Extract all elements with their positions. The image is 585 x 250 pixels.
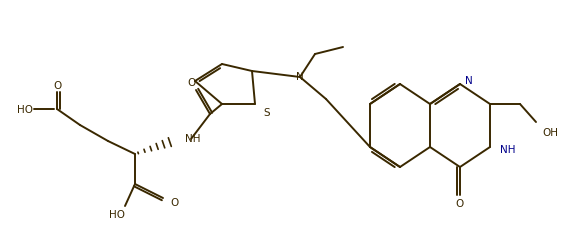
- Text: O: O: [188, 78, 196, 88]
- Text: O: O: [53, 81, 61, 91]
- Text: S: S: [263, 108, 270, 118]
- Text: NH: NH: [500, 144, 515, 154]
- Text: O: O: [456, 198, 464, 208]
- Text: O: O: [170, 197, 178, 207]
- Text: NH: NH: [185, 134, 201, 143]
- Text: HO: HO: [17, 104, 33, 115]
- Text: OH: OH: [542, 128, 558, 138]
- Text: N: N: [465, 76, 473, 86]
- Text: N: N: [296, 72, 304, 82]
- Text: HO: HO: [109, 209, 125, 219]
